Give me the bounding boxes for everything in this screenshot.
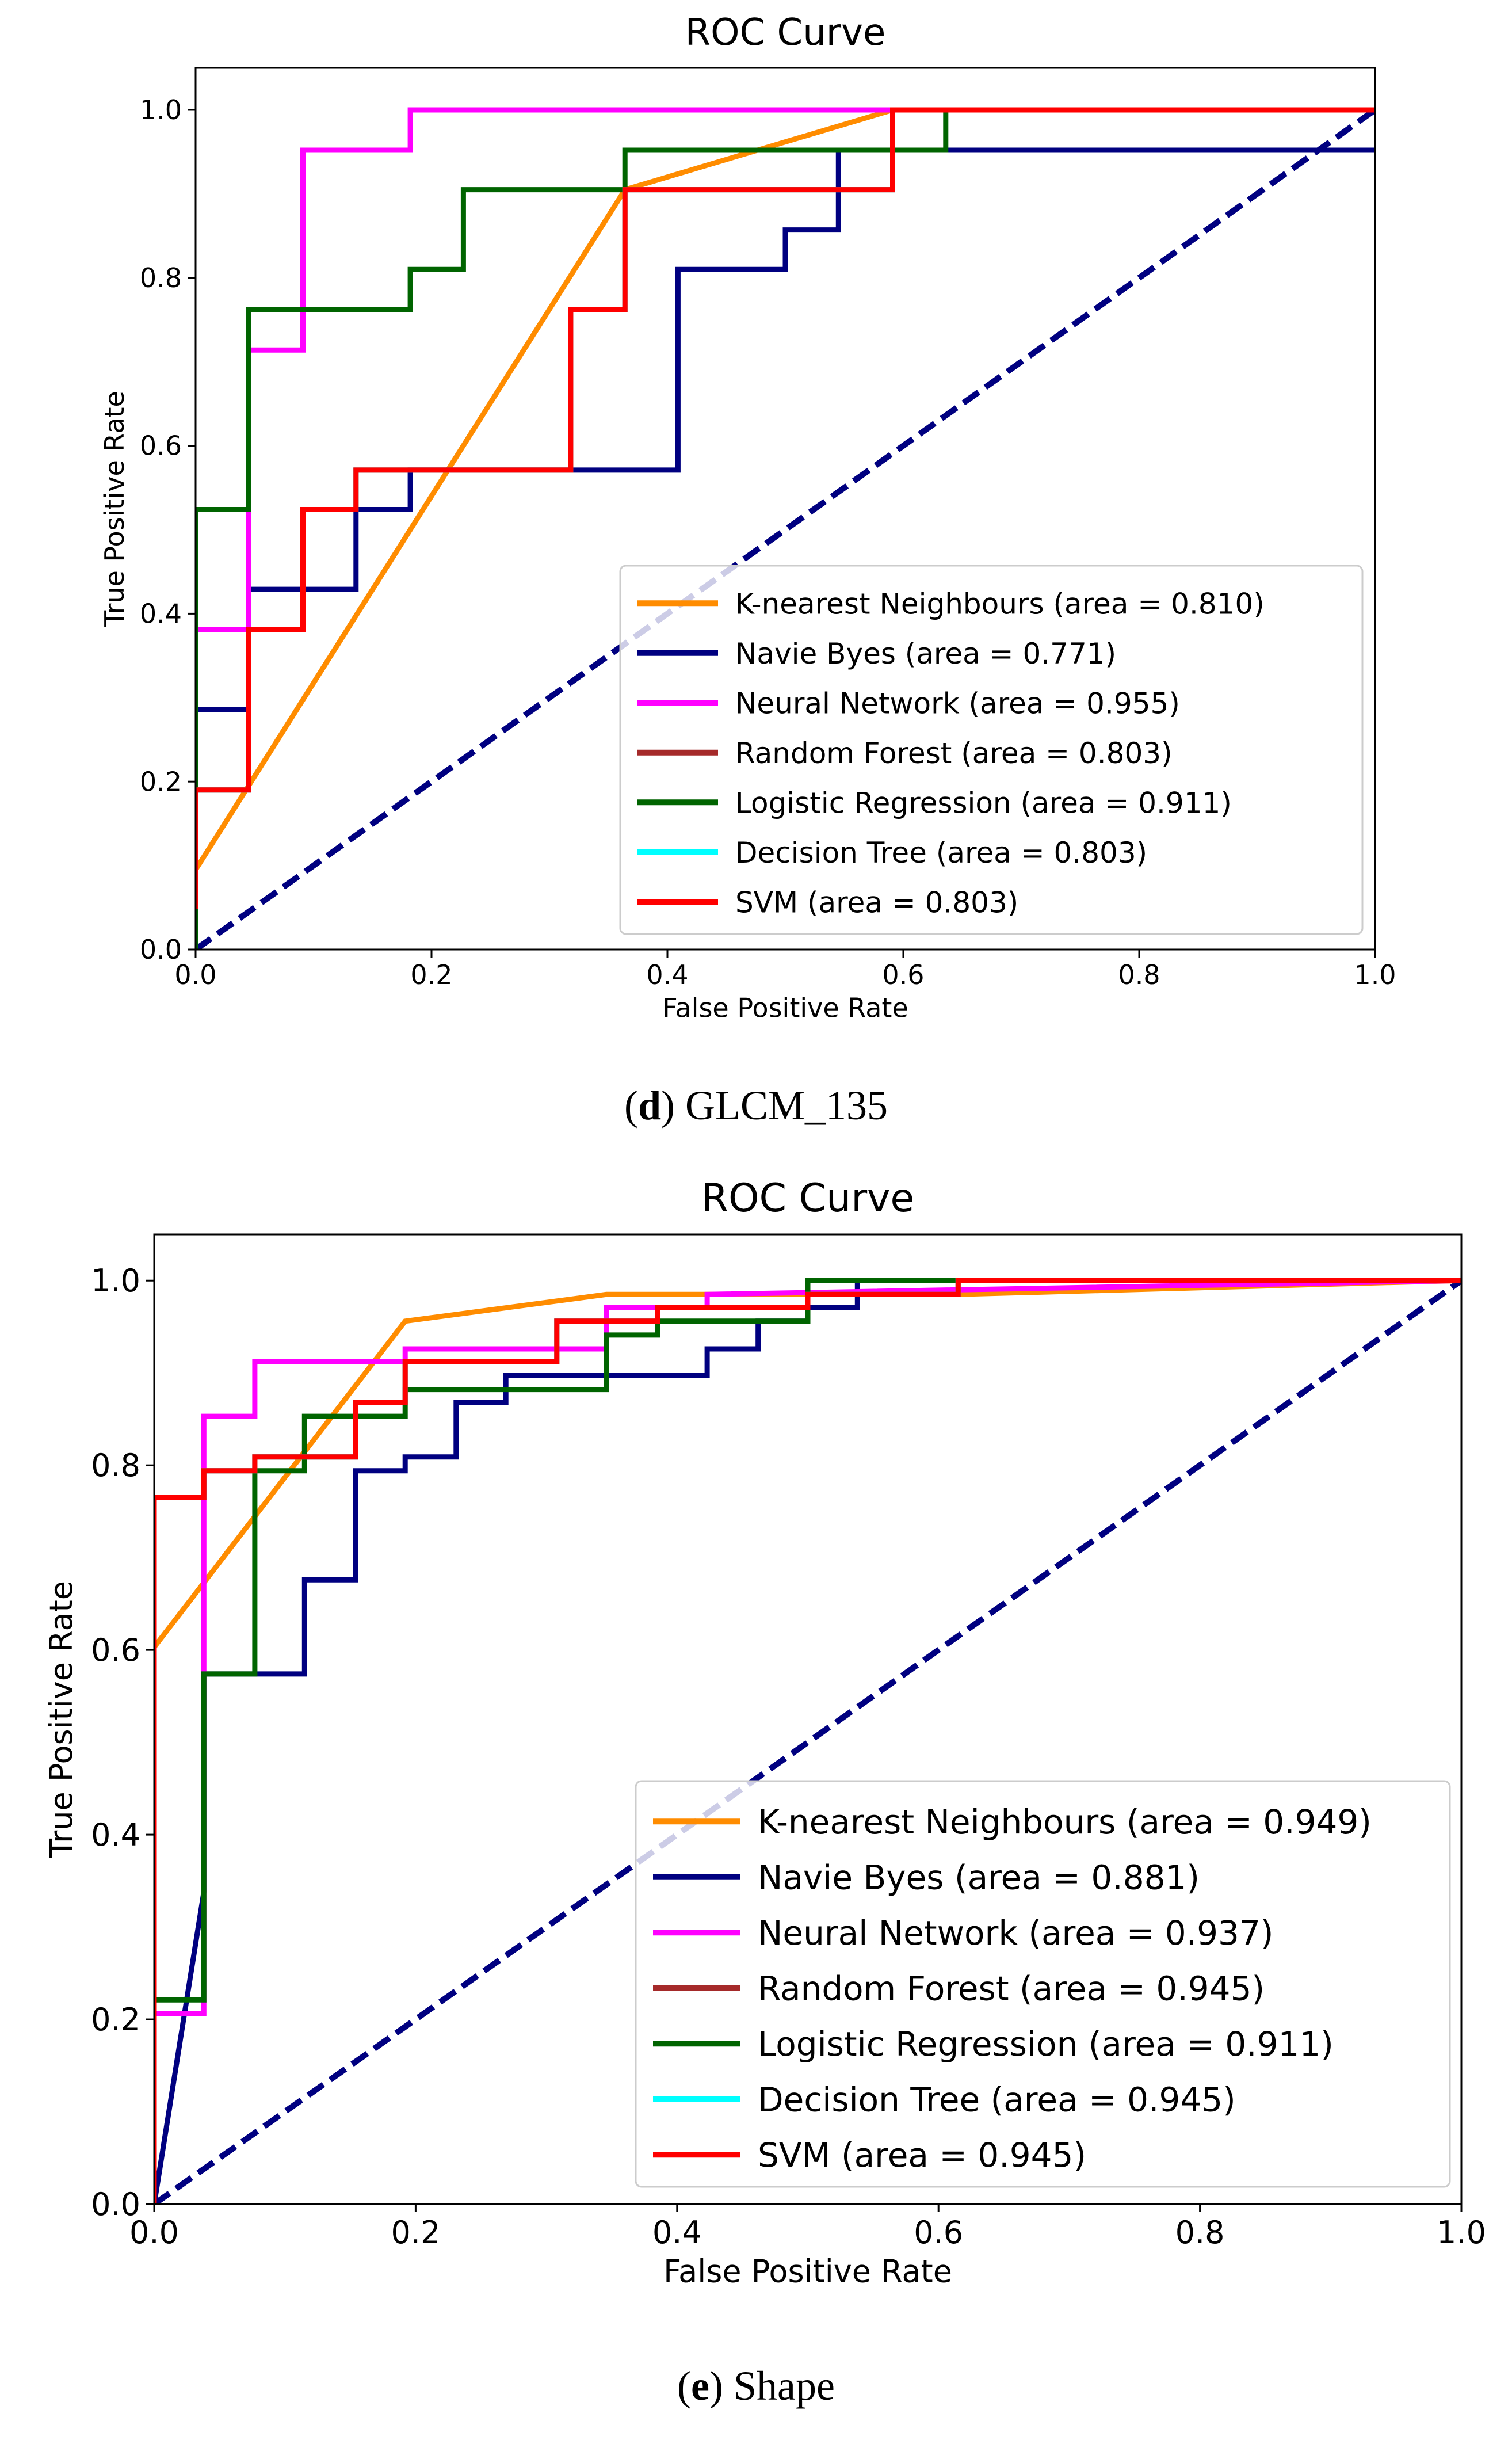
legend-label-svm: SVM (area = 0.803) bbox=[735, 886, 1018, 919]
x-axis-label: False Positive Rate bbox=[663, 2254, 952, 2290]
x-tick-label: 0.4 bbox=[646, 959, 688, 990]
x-tick-label: 0.6 bbox=[914, 2214, 963, 2251]
caption-d: (d) GLCM_135 bbox=[624, 1082, 888, 1128]
legend-label-lr: Logistic Regression (area = 0.911) bbox=[758, 2025, 1334, 2064]
y-tick-label: 0.4 bbox=[91, 1817, 140, 1853]
figure-panel-d: ROC Curve 0.0 0.2 0.4 0.6 0.8 1.0 0.0 0.2 0.4 0.6 0… bbox=[0, 0, 1512, 1145]
y-tick-label: 0.6 bbox=[91, 1632, 140, 1668]
x-tick-label: 0.4 bbox=[652, 2214, 702, 2251]
axes-frame bbox=[194, 67, 1376, 951]
x-axis-label: False Positive Rate bbox=[662, 993, 908, 1024]
legend-box bbox=[635, 1780, 1451, 2188]
x-tick-label: 0.8 bbox=[1118, 959, 1160, 990]
x-tick-label: 0.2 bbox=[410, 959, 452, 990]
roc-line-knn bbox=[154, 1278, 1461, 1649]
legend-label-rf: Random Forest (area = 0.945) bbox=[758, 1969, 1265, 2008]
legend-label-svm: SVM (area = 0.945) bbox=[758, 2136, 1086, 2175]
y-tick-label: 0.0 bbox=[91, 2186, 140, 2222]
legend: K-nearest Neighbours (area = 0.810) Navie… bbox=[619, 565, 1364, 935]
caption-text: GLCM_135 bbox=[685, 1082, 888, 1128]
roc-chart-d: ROC Curve 0.0 0.2 0.4 0.6 0.8 1.0 0.0 0.2 0.4 0.6 0… bbox=[99, 12, 1396, 1024]
legend-label-lr: Logistic Regression (area = 0.911) bbox=[735, 786, 1232, 819]
x-tick-label: 0.0 bbox=[129, 2214, 179, 2251]
legend: K-nearest Neighbours (area = 0.949) Navie… bbox=[635, 1780, 1451, 2188]
y-tick-label: 0.2 bbox=[91, 2001, 140, 2038]
legend-label-nn: Neural Network (area = 0.937) bbox=[758, 1913, 1273, 1953]
chart-title: ROC Curve bbox=[685, 12, 886, 54]
legend-label-knn: K-nearest Neighbours (area = 0.949) bbox=[758, 1802, 1372, 1842]
caption-e: (e) Shape bbox=[677, 2363, 835, 2409]
roc-line-lr bbox=[196, 107, 1375, 950]
axes-frame bbox=[153, 1233, 1463, 2205]
y-tick-label: 0.8 bbox=[91, 1447, 140, 1484]
y-axis-label: True Positive Rate bbox=[43, 1581, 79, 1858]
legend-label-dt: Decision Tree (area = 0.803) bbox=[735, 836, 1147, 870]
roc-line-svm bbox=[196, 107, 1375, 909]
y-tick-label: 0.6 bbox=[140, 430, 182, 462]
legend-label-nb: Navie Byes (area = 0.881) bbox=[758, 1858, 1200, 1897]
y-tick-label: 0.2 bbox=[140, 766, 182, 797]
x-tick-label: 1.0 bbox=[1437, 2214, 1486, 2251]
plot-area bbox=[196, 107, 1375, 950]
figure-panel-e: ROC Curve 0.0 0.2 0.4 0.6 0.8 1.0 0.0 0.2 0.4 0.6 0… bbox=[0, 1148, 1512, 2440]
y-axis-label: True Positive Rate bbox=[99, 391, 130, 627]
legend-label-nb: Navie Byes (area = 0.771) bbox=[735, 637, 1116, 670]
roc-line-nn bbox=[196, 107, 1375, 950]
plot-area bbox=[154, 1278, 1461, 2204]
y-tick-label: 0.4 bbox=[140, 598, 182, 629]
legend-label-knn: K-nearest Neighbours (area = 0.810) bbox=[735, 587, 1265, 620]
caption-letter: d bbox=[637, 1082, 661, 1128]
chance-line bbox=[154, 1278, 1461, 2204]
legend-label-rf: Random Forest (area = 0.803) bbox=[735, 737, 1173, 770]
legend-box bbox=[619, 565, 1364, 935]
y-tick-label: 0.0 bbox=[140, 934, 182, 965]
caption-text: Shape bbox=[733, 2363, 835, 2409]
x-tick-label: 1.0 bbox=[1354, 959, 1396, 990]
legend-label-nn: Neural Network (area = 0.955) bbox=[735, 687, 1180, 720]
roc-chart-e: ROC Curve 0.0 0.2 0.4 0.6 0.8 1.0 0.0 0.2 0.4 0.6 0… bbox=[43, 1176, 1486, 2290]
roc-line-svm bbox=[154, 1278, 1461, 2204]
x-tick-label: 0.8 bbox=[1175, 2214, 1225, 2251]
legend-label-dt: Decision Tree (area = 0.945) bbox=[758, 2080, 1236, 2119]
x-tick-label: 0.6 bbox=[882, 959, 924, 990]
x-tick-label: 0.2 bbox=[391, 2214, 440, 2251]
y-tick-label: 1.0 bbox=[91, 1263, 140, 1299]
y-tick-label: 0.8 bbox=[140, 262, 182, 293]
chart-title: ROC Curve bbox=[701, 1176, 914, 1221]
caption-letter: e bbox=[691, 2363, 709, 2409]
x-tick-label: 0.0 bbox=[174, 959, 216, 990]
y-tick-label: 1.0 bbox=[140, 94, 182, 125]
